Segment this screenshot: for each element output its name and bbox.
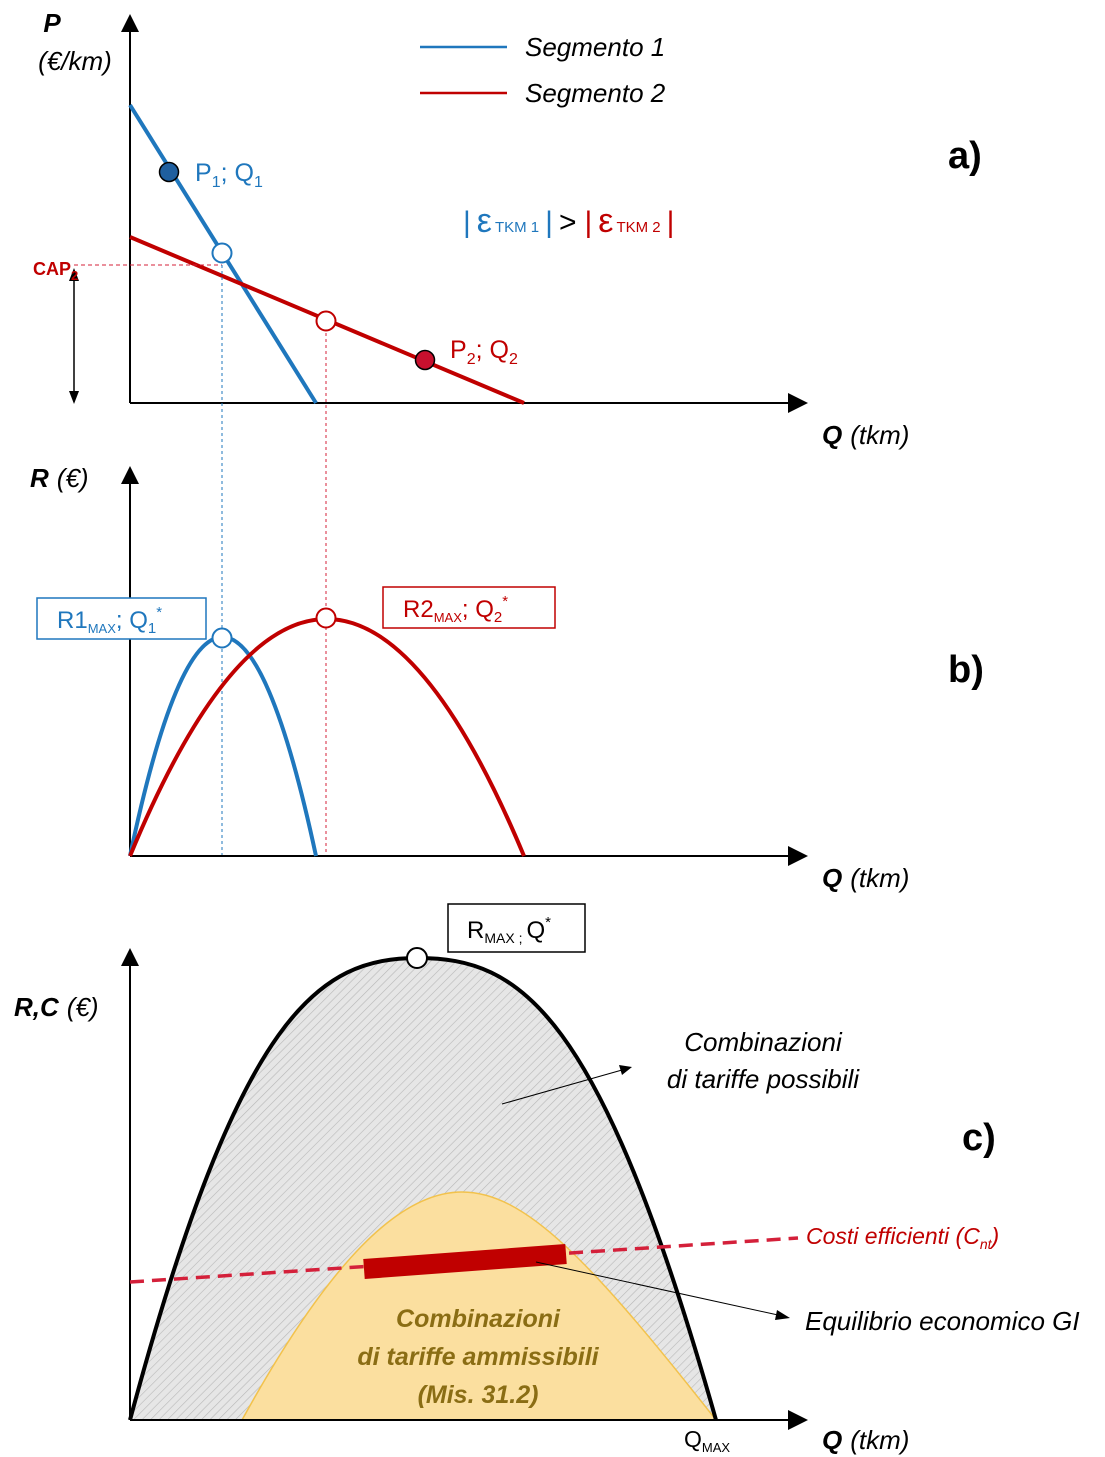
panel-b-y-arrow (121, 466, 139, 484)
panel-a-y-label-main: P (43, 8, 61, 38)
possible-arrow (501, 1069, 623, 1105)
r1max-box (36, 597, 207, 640)
p1-q1-label: P1; Q1 (195, 159, 263, 191)
panel-c-x-arrow (788, 1410, 808, 1430)
panel-b-x-arrow (788, 846, 808, 866)
point-p1-q1 (158, 161, 180, 183)
point-r1max (211, 627, 233, 649)
equilibrium-bar (363, 1244, 567, 1279)
r2max-box (382, 586, 556, 629)
rmax-box (447, 903, 586, 953)
point-rmax (406, 947, 428, 969)
panel-a-x-label: Q (tkm) (822, 420, 909, 450)
cap2-arrow-down (69, 391, 79, 404)
point-segment2-optimum (315, 310, 337, 332)
possible-label-line2: di tariffe possibili (667, 1064, 860, 1094)
point-r2max (315, 607, 337, 629)
efficient-costs-label: Costi efficienti (Cnt) (806, 1223, 999, 1252)
equilibrium-arrowhead (775, 1310, 790, 1320)
admissible-label-line3: (Mis. 31.2) (418, 1381, 539, 1409)
qmax-label: QMAX (684, 1426, 730, 1455)
r1max-label: R1MAX; Q1* (57, 604, 162, 637)
possible-arrowhead (619, 1065, 632, 1075)
panel-a-label: a) (948, 135, 982, 177)
panel-b-label: b) (948, 649, 984, 691)
panel-b-x-label: Q (tkm) (822, 863, 909, 893)
p2-q2-label: P2; Q2 (450, 336, 518, 368)
rmax-label: RMAX ; Q* (467, 914, 551, 946)
revenue-curve-segment2 (128, 617, 526, 857)
panel-a-x-arrow (788, 393, 808, 413)
panel-c-y-label: R,C (€) (14, 992, 99, 1022)
legend-label-segment2: Segmento 2 (525, 78, 666, 108)
admissible-combinations-area (240, 1191, 718, 1421)
panel-b: R (€) Q (tkm) b) R1MAX; Q1* R2MAX; Q2* (30, 463, 984, 893)
panel-c-label: c) (962, 1117, 996, 1159)
legend-label-segment1: Segmento 1 (525, 32, 665, 62)
cap2-label: CAP2 (33, 259, 78, 283)
admissible-label-line1: Combinazioni (396, 1305, 561, 1333)
panel-a: P (€/km) Q (tkm) Segmento 1 Segmento 2 a)… (33, 8, 982, 856)
panel-c: R,C (€) Q (tkm) c) Costi efficienti (Cnt) … (14, 903, 1080, 1455)
point-segment1-optimum (211, 242, 233, 264)
panel-c-x-label: Q (tkm) (822, 1425, 909, 1455)
panel-b-y-label: R (€) (30, 463, 89, 493)
panel-a-y-arrow (121, 14, 139, 32)
cap2-arrow-up (69, 268, 79, 281)
equilibrium-arrow (535, 1261, 779, 1316)
elasticity-comparison: | ε TKM 1 | > | ε TKM 2 | (463, 202, 674, 240)
r2max-label: R2MAX; Q2* (403, 593, 508, 626)
possible-label-line1: Combinazioni (684, 1027, 843, 1057)
revenue-curve-segment1 (128, 635, 318, 857)
panel-c-y-arrow (121, 948, 139, 966)
panel-a-y-label-unit: (€/km) (38, 46, 112, 76)
admissible-label-line2: di tariffe ammissibili (357, 1343, 599, 1371)
point-p2-q2 (414, 349, 436, 371)
equilibrium-label: Equilibrio economico GI (805, 1306, 1080, 1336)
